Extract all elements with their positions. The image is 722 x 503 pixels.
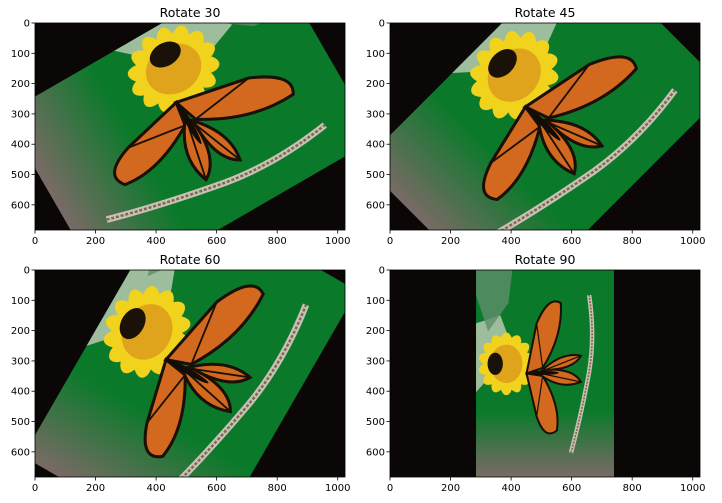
sunflower (127, 25, 220, 113)
x-tick-label: 600 (207, 483, 226, 494)
y-tick-label: 300 (11, 109, 30, 120)
subplot-title: Rotate 45 (515, 5, 576, 20)
x-tick-label: 1000 (325, 483, 350, 494)
y-tick-label: 600 (11, 447, 30, 458)
subplot-1: Rotate 30 0 200 400 600 800 1000 0 100 200 300 400 5… (11, 5, 351, 247)
photo-content (390, 23, 700, 230)
x-tick-label: 800 (623, 483, 642, 494)
butterfly (143, 284, 265, 459)
butterfly (113, 75, 295, 187)
y-tick-label: 600 (366, 447, 385, 458)
subplot-title: Rotate 60 (160, 252, 221, 267)
x-tick-label: 800 (268, 236, 287, 247)
y-tick-label: 100 (366, 296, 385, 307)
x-tick-label: 600 (562, 236, 581, 247)
x-tick-label: 800 (268, 483, 287, 494)
y-tick-label: 0 (24, 19, 30, 30)
x-tick-label: 600 (562, 483, 581, 494)
y-tick-label: 500 (11, 170, 30, 181)
x-tick-label: 400 (502, 236, 521, 247)
y-tick-label: 200 (366, 326, 385, 337)
y-tick-label: 300 (366, 109, 385, 120)
y-tick-label: 300 (366, 356, 385, 367)
y-tick-label: 0 (379, 266, 385, 277)
photo-content (35, 270, 345, 477)
y-tick-label: 400 (366, 140, 385, 151)
rotated-image (35, 23, 345, 230)
y-tick-label: 100 (11, 296, 30, 307)
rotated-image (390, 23, 700, 230)
x-tick-label: 400 (147, 483, 166, 494)
x-tick-label: 0 (32, 236, 38, 247)
y-tick-label: 500 (366, 417, 385, 428)
subplot-title: Rotate 90 (515, 252, 576, 267)
photo-content (476, 270, 614, 477)
rotated-image (476, 270, 614, 477)
y-tick-label: 200 (11, 326, 30, 337)
x-tick-label: 400 (147, 236, 166, 247)
x-tick-label: 200 (441, 483, 460, 494)
photo-content (35, 23, 345, 230)
rotated-image (35, 270, 345, 477)
y-tick-label: 500 (366, 170, 385, 181)
butterfly (525, 300, 583, 435)
x-tick-label: 1000 (680, 236, 705, 247)
y-tick-label: 0 (379, 19, 385, 30)
subplot-2: Rotate 45 0 200 400 600 800 1000 0 100 200 300 400 5… (366, 5, 706, 247)
axes-frame (389, 269, 701, 478)
axes-frame (389, 22, 701, 231)
x-tick-label: 1000 (680, 483, 705, 494)
y-tick-label: 0 (24, 266, 30, 277)
x-tick-label: 400 (502, 483, 521, 494)
x-tick-label: 0 (387, 483, 393, 494)
y-tick-label: 200 (366, 79, 385, 90)
subplot-3: Rotate 60 0 200 400 600 800 1000 0 100 200 300 400 5… (11, 252, 351, 494)
y-tick-label: 400 (11, 140, 30, 151)
axes-frame (34, 269, 346, 478)
x-tick-label: 0 (387, 236, 393, 247)
x-tick-label: 200 (441, 236, 460, 247)
y-tick-label: 400 (366, 387, 385, 398)
y-tick-label: 100 (366, 49, 385, 60)
y-tick-label: 400 (11, 387, 30, 398)
x-tick-label: 200 (86, 236, 105, 247)
x-tick-label: 600 (207, 236, 226, 247)
x-tick-label: 800 (623, 236, 642, 247)
butterfly (482, 55, 638, 202)
x-tick-label: 200 (86, 483, 105, 494)
y-tick-label: 600 (11, 200, 30, 211)
axes-frame (34, 22, 346, 231)
y-tick-label: 200 (11, 79, 30, 90)
x-tick-label: 0 (32, 483, 38, 494)
y-tick-label: 100 (11, 49, 30, 60)
subplot-4: Rotate 90 0 200 400 600 800 1000 0 100 200 300 400 5… (366, 252, 706, 494)
y-tick-label: 300 (11, 356, 30, 367)
x-tick-label: 1000 (325, 236, 350, 247)
y-tick-label: 500 (11, 417, 30, 428)
y-tick-label: 600 (366, 200, 385, 211)
subplot-title: Rotate 30 (160, 5, 221, 20)
